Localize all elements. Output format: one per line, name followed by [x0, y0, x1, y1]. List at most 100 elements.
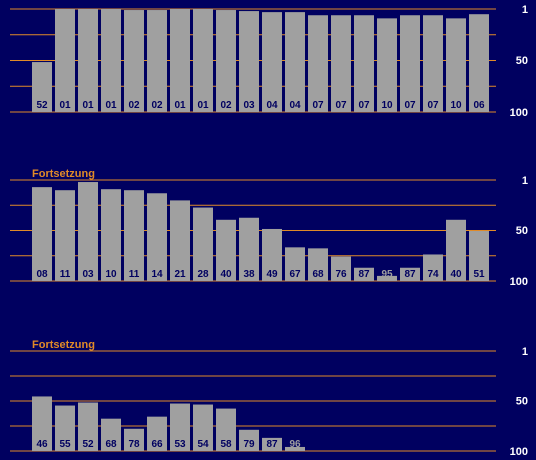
bar	[308, 15, 328, 112]
bar-label: 28	[197, 269, 209, 280]
bar-label: 04	[289, 100, 301, 111]
bar	[377, 18, 397, 113]
continuation-label: Fortsetzung	[32, 339, 95, 351]
y-tick-label: 1	[522, 175, 528, 187]
bar-label: 01	[82, 100, 94, 111]
chart-panel-2: 1 50 100 Fortsetzung 08 11 03 10 11 14 21 28 40 38 49 6…	[10, 168, 528, 288]
bar-label: 02	[220, 100, 232, 111]
bar	[78, 9, 98, 112]
bar-label: 07	[358, 100, 370, 111]
bar	[32, 396, 52, 451]
bar	[446, 219, 466, 281]
bar-label: 52	[36, 100, 48, 111]
y-tick-label: 50	[516, 55, 528, 67]
bar-label: 49	[266, 269, 278, 280]
y-tick-label: 50	[516, 395, 528, 407]
bar	[193, 9, 213, 112]
bar	[262, 228, 282, 281]
bar-label: 04	[266, 100, 278, 111]
bar	[285, 446, 305, 451]
bar-label: 08	[36, 269, 48, 280]
bar-label: 96	[289, 439, 301, 450]
bar-label: 58	[220, 439, 232, 450]
bar	[354, 267, 374, 281]
bar-label: 87	[266, 439, 278, 450]
bar	[124, 428, 144, 451]
bar	[239, 429, 259, 451]
y-tick-label: 50	[516, 225, 528, 237]
bar-label: 87	[358, 269, 370, 280]
bar	[55, 190, 75, 281]
bar-label: 54	[197, 439, 209, 450]
bar	[147, 416, 167, 451]
bar	[55, 405, 75, 451]
bar-label: 78	[128, 439, 140, 450]
bar-label: 53	[174, 439, 186, 450]
bar	[147, 193, 167, 281]
bar	[423, 254, 443, 281]
bar-label: 10	[381, 100, 393, 111]
bar-label: 87	[404, 269, 416, 280]
chart-panel-3: 1 50 100 Fortsetzung 46 55 52 68 78 66 53 54 58 79 87 9…	[10, 339, 528, 458]
bar	[354, 15, 374, 112]
bar	[193, 207, 213, 281]
bar-label: 40	[220, 269, 232, 280]
bar	[239, 217, 259, 281]
y-tick-label: 1	[522, 346, 528, 358]
bar-label: 06	[473, 100, 485, 111]
bar-label: 02	[151, 100, 163, 111]
bar	[55, 9, 75, 112]
y-tick-label: 100	[510, 107, 528, 119]
bar-label: 79	[243, 439, 255, 450]
bar	[193, 404, 213, 451]
bar-label: 76	[335, 269, 347, 280]
bar	[124, 190, 144, 281]
continuation-label: Fortsetzung	[32, 168, 95, 180]
bar-label: 01	[174, 100, 186, 111]
bar	[216, 219, 236, 281]
bar-label: 01	[197, 100, 209, 111]
bar	[469, 231, 489, 281]
bar-label: 52	[82, 439, 94, 450]
bar	[216, 10, 236, 112]
y-tick-label: 100	[510, 446, 528, 458]
y-tick-label: 100	[510, 276, 528, 288]
bar	[400, 267, 420, 281]
bar-label: 01	[105, 100, 117, 111]
bar	[400, 15, 420, 112]
bar-label: 21	[174, 269, 186, 280]
bar-label: 01	[59, 100, 71, 111]
bar	[446, 18, 466, 113]
bar	[124, 10, 144, 112]
bar-label: 10	[105, 269, 117, 280]
bar	[469, 14, 489, 113]
bar	[262, 437, 282, 451]
bar	[101, 9, 121, 112]
bar	[262, 12, 282, 112]
bar	[32, 62, 52, 112]
bar	[285, 12, 305, 112]
bar-label: 07	[312, 100, 324, 111]
bar	[170, 9, 190, 112]
bar-label: 07	[404, 100, 416, 111]
bar	[78, 402, 98, 451]
bar	[170, 200, 190, 281]
bar-label: 10	[450, 100, 462, 111]
chart-panel-1: 1 50 100 52 01 01 01 02 02 01 01 02 03 04 04 07 07 07 10 07…	[10, 4, 528, 119]
bar-label: 55	[59, 439, 71, 450]
bar-label: 51	[473, 269, 485, 280]
bar	[331, 15, 351, 112]
bar	[147, 10, 167, 112]
bar-label: 38	[243, 269, 255, 280]
bar-label: 02	[128, 100, 140, 111]
bar-label: 68	[105, 439, 117, 450]
bar	[423, 15, 443, 112]
bar-label: 95	[381, 269, 393, 280]
bar-label: 07	[427, 100, 439, 111]
bar	[216, 408, 236, 451]
bar	[101, 418, 121, 451]
bar	[101, 189, 121, 281]
bar-label: 03	[243, 100, 255, 111]
bar-label: 68	[312, 269, 324, 280]
